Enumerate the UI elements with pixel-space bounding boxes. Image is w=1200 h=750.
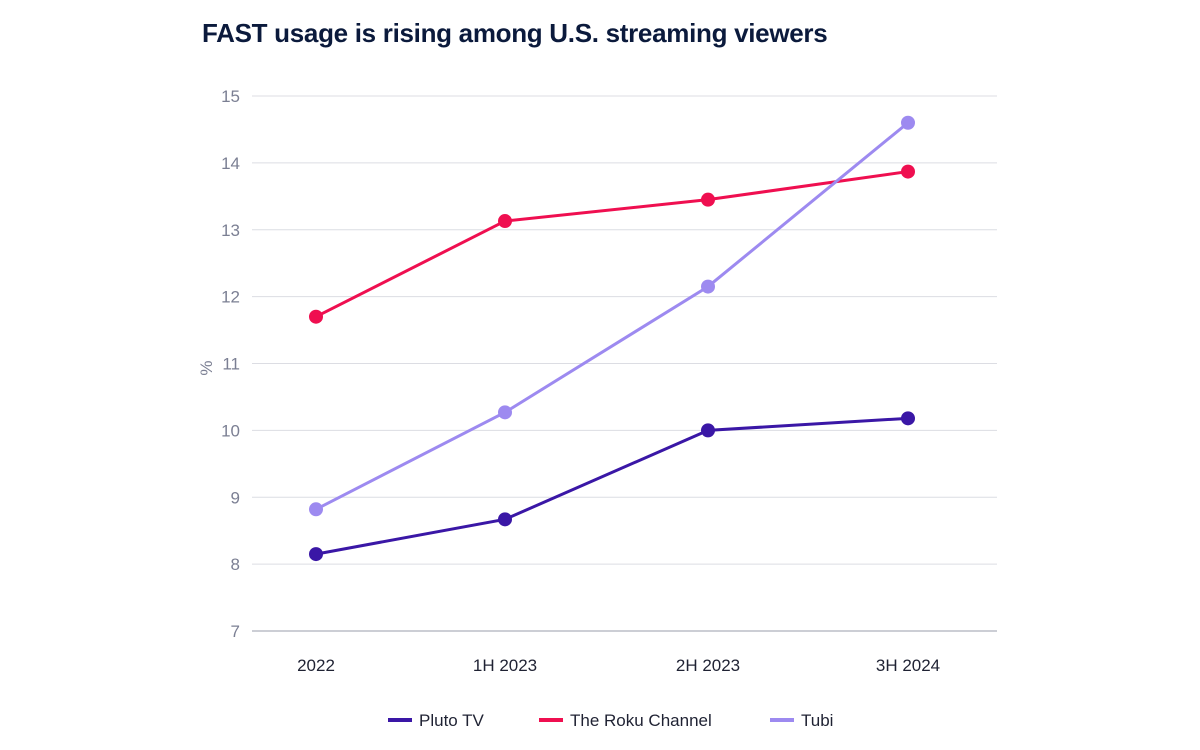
data-point bbox=[309, 309, 323, 324]
x-tick-label: 3H 2024 bbox=[876, 656, 940, 675]
y-tick-label: 11 bbox=[222, 355, 240, 374]
data-point bbox=[498, 214, 512, 229]
y-tick-label: 14 bbox=[221, 154, 240, 173]
x-tick-label: 2H 2023 bbox=[676, 656, 740, 675]
data-point bbox=[701, 423, 715, 438]
series-line-the-roku-channel bbox=[315, 170, 909, 319]
chart-title: FAST usage is rising among U.S. streamin… bbox=[202, 18, 828, 48]
legend-label: The Roku Channel bbox=[570, 711, 712, 730]
data-point bbox=[498, 512, 512, 527]
data-point bbox=[309, 547, 323, 562]
x-tick-label: 2022 bbox=[297, 656, 335, 675]
y-tick-label: 9 bbox=[231, 488, 240, 507]
data-point bbox=[901, 411, 915, 426]
y-tick-label: 15 bbox=[221, 87, 240, 106]
data-point bbox=[309, 502, 323, 517]
y-tick-label: 10 bbox=[221, 421, 240, 440]
legend-label: Tubi bbox=[801, 711, 833, 730]
data-point bbox=[701, 279, 715, 294]
x-tick-label: 1H 2023 bbox=[473, 656, 537, 675]
y-axis-label: % bbox=[197, 360, 216, 375]
y-tick-label: 7 bbox=[231, 622, 240, 641]
data-point bbox=[701, 192, 715, 207]
legend-label: Pluto TV bbox=[419, 711, 485, 730]
data-point bbox=[901, 164, 915, 179]
series-line-pluto-tv bbox=[315, 416, 909, 556]
series-line-tubi bbox=[315, 121, 909, 511]
y-tick-label: 8 bbox=[231, 555, 240, 574]
data-point bbox=[901, 115, 915, 130]
data-point bbox=[498, 405, 512, 420]
y-tick-label: 12 bbox=[221, 288, 240, 307]
y-tick-label: 13 bbox=[221, 221, 240, 240]
